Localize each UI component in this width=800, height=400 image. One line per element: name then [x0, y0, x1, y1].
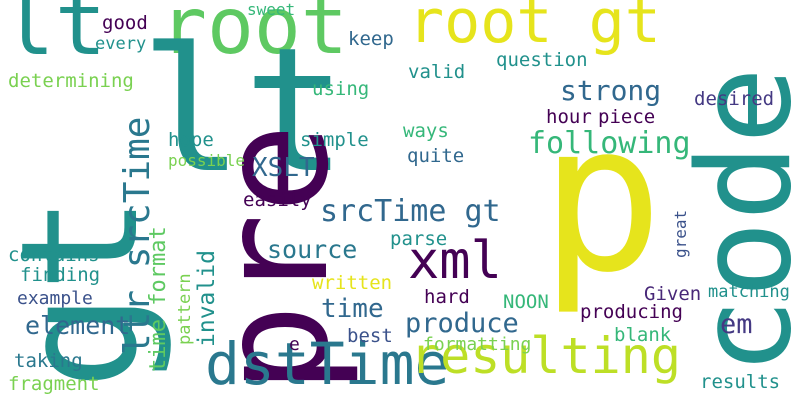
word-great: great	[671, 209, 690, 258]
word-keep: keep	[348, 28, 394, 50]
word-parse: parse	[390, 228, 448, 250]
word-best: best	[347, 325, 393, 347]
word-taking: taking	[14, 350, 83, 372]
word-srctime-gt: srcTime gt	[320, 194, 501, 229]
word-quite: quite	[407, 145, 465, 167]
word-formatting: formatting	[423, 334, 532, 355]
word-pattern: pattern	[175, 273, 195, 345]
word-p: p	[540, 80, 664, 318]
word-piece: piece	[598, 106, 656, 128]
word-lt: lt	[140, 10, 348, 211]
word-xslt: XSLT	[252, 153, 315, 183]
word-hard: hard	[424, 286, 470, 308]
word-results: results	[700, 371, 781, 393]
word-time: time	[321, 294, 384, 324]
word-resulting: resulting	[410, 327, 681, 385]
word-good: good	[102, 12, 148, 34]
word-sweet: sweet	[247, 0, 296, 19]
word-hour: hour	[546, 106, 592, 128]
word-hope: hope	[168, 129, 214, 151]
word-source: source	[267, 235, 358, 264]
word-invalid: invalid	[194, 250, 220, 347]
word-xml: xml	[408, 231, 502, 291]
word-blank: blank	[614, 324, 672, 346]
word-fragment: fragment	[8, 373, 100, 395]
word-following: following	[528, 126, 691, 161]
word-time-format: time format	[146, 226, 171, 372]
word-using: using	[312, 78, 370, 100]
word-written: written	[312, 272, 393, 294]
word-noon: NOON	[503, 291, 549, 313]
word-simple: simple	[300, 129, 369, 151]
word-strong: strong	[560, 74, 662, 107]
word-em: em	[720, 309, 753, 340]
word-contains: contains	[8, 244, 100, 266]
word-desired: desired	[694, 88, 775, 110]
word-element: element	[25, 311, 131, 340]
word-valid: valid	[408, 61, 466, 83]
word-determining: determining	[8, 70, 134, 92]
word-producing: producing	[580, 301, 683, 323]
word-finding: finding	[20, 264, 101, 286]
word-produce: produce	[405, 308, 519, 339]
word-possible: possible	[168, 151, 246, 170]
word-question: question	[496, 49, 588, 71]
word-easily: easily	[243, 189, 312, 211]
word-given: Given	[644, 283, 702, 305]
word-ways: ways	[403, 120, 449, 142]
word-matching: matching	[708, 282, 790, 302]
word-root-gt: root gt	[408, 0, 661, 57]
word-lt: lt	[3, 0, 107, 75]
word-root: root	[160, 0, 348, 72]
word-e: e	[289, 334, 300, 355]
word-every: every	[95, 34, 147, 54]
word-dsttime: dstTime	[205, 330, 450, 398]
word-example: example	[17, 288, 93, 309]
